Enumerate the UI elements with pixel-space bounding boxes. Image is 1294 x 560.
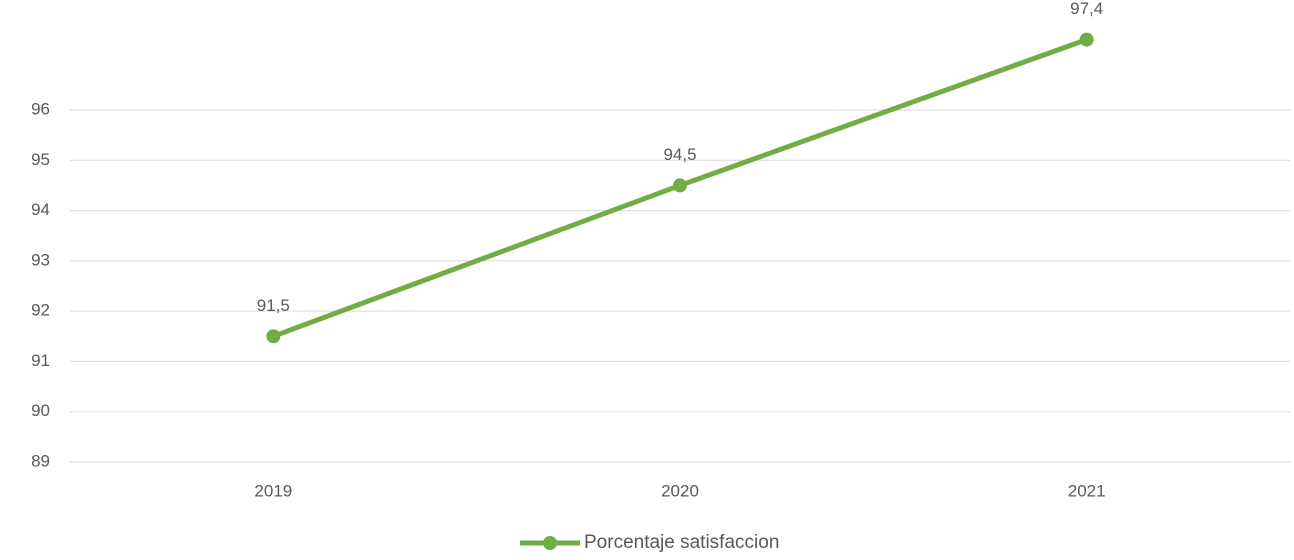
data-point (1079, 32, 1094, 47)
data-point (266, 329, 281, 344)
data-label: 97,4 (1070, 0, 1103, 18)
y-tick-label: 92 (31, 301, 50, 320)
y-tick-label: 95 (31, 150, 50, 169)
x-tick-label: 2020 (661, 481, 699, 500)
legend-label: Porcentaje satisfaccion (584, 532, 779, 553)
y-tick-label: 93 (31, 250, 50, 269)
x-tick-label: 2021 (1068, 481, 1106, 500)
data-label: 94,5 (663, 145, 696, 164)
y-tick-label: 96 (31, 99, 50, 118)
y-tick-label: 89 (31, 451, 50, 470)
data-label: 91,5 (257, 296, 290, 315)
y-tick-label: 90 (31, 401, 50, 420)
data-point (673, 178, 687, 193)
x-tick-label: 2019 (254, 481, 292, 500)
legend-marker (543, 536, 557, 550)
y-tick-label: 94 (31, 200, 50, 219)
y-tick-label: 91 (31, 351, 50, 370)
